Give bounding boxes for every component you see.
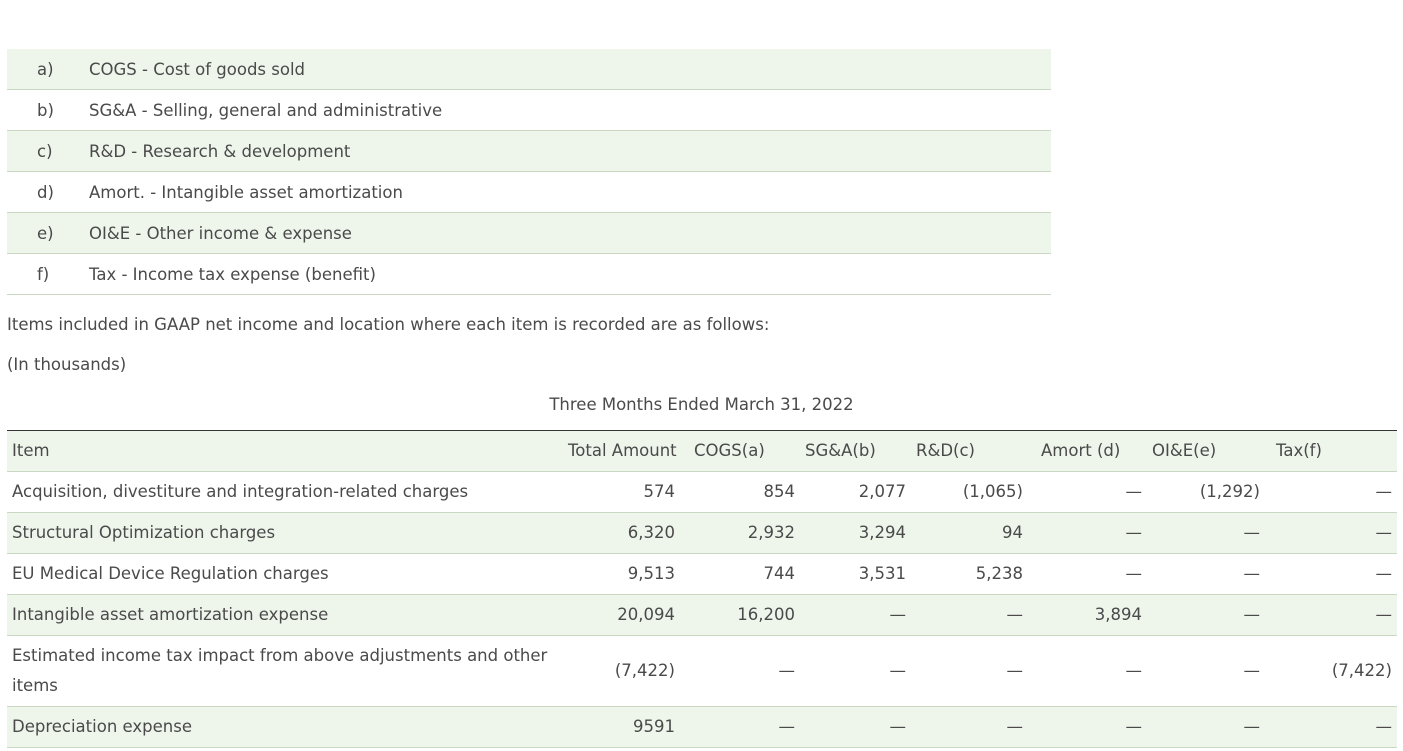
cell-oie: — [1147,553,1265,595]
cell-rd: (1,065) [911,471,1028,513]
cell-tax: — [1265,512,1397,554]
cell-sga: — [800,706,911,748]
table-row: Depreciation expense 9591 — — — — — — [7,706,1397,748]
cell-oie: — [1147,594,1265,636]
cell-oie: (1,292) [1147,471,1265,513]
gaap-items-table: Item Total Amount COGS(a) SG&A(b) R&D(c)… [7,430,1397,748]
row-label: Acquisition, divestiture and integration… [7,471,563,513]
table-row: Intangible asset amortization expense 20… [7,594,1397,636]
row-label: Intangible asset amortization expense [7,594,563,636]
column-header-sga: SG&A(b) [800,430,911,472]
legend-key: d) [7,171,89,213]
table-row: Structural Optimization charges 6,320 2,… [7,512,1397,554]
abbreviation-legend: a) COGS - Cost of goods sold b) SG&A - S… [7,49,1051,295]
row-label: Estimated income tax impact from above a… [7,635,563,707]
cell-tax: — [1265,706,1397,748]
cell-rd: — [911,706,1028,748]
legend-key: e) [7,212,89,254]
legend-row: f) Tax - Income tax expense (benefit) [7,253,1051,295]
legend-text: R&D - Research & development [89,130,1051,172]
table-header-row: Item Total Amount COGS(a) SG&A(b) R&D(c)… [7,430,1397,472]
cell-tax: — [1265,594,1397,636]
cell-sga: — [800,594,911,636]
cell-amort: — [1028,471,1147,513]
cell-rd: — [911,594,1028,636]
cell-total: 6,320 [563,512,680,554]
cell-cogs: 16,200 [680,594,800,636]
cell-total: 574 [563,471,680,513]
row-label: Depreciation expense [7,706,563,748]
cell-sga: 2,077 [800,471,911,513]
legend-row: a) COGS - Cost of goods sold [7,49,1051,90]
legend-key: a) [7,49,89,90]
units-text: (In thousands) [7,355,127,374]
intro-text: Items included in GAAP net income and lo… [7,315,770,334]
cell-amort: — [1028,635,1147,707]
row-label: Structural Optimization charges [7,512,563,554]
period-title: Three Months Ended March 31, 2022 [549,395,854,414]
legend-text: OI&E - Other income & expense [89,212,1051,254]
cell-amort: — [1028,512,1147,554]
legend-key: c) [7,130,89,172]
cell-rd: 94 [911,512,1028,554]
cell-amort: — [1028,706,1147,748]
cell-cogs: 744 [680,553,800,595]
column-header-cogs: COGS(a) [680,430,800,472]
cell-total: 9,513 [563,553,680,595]
cell-oie: — [1147,706,1265,748]
column-header-amort: Amort (d) [1028,430,1147,472]
column-header-tax: Tax(f) [1265,430,1397,472]
cell-oie: — [1147,635,1265,707]
legend-text: COGS - Cost of goods sold [89,49,1051,90]
legend-text: SG&A - Selling, general and administrati… [89,89,1051,131]
cell-cogs: 854 [680,471,800,513]
cell-total: 20,094 [563,594,680,636]
legend-row: e) OI&E - Other income & expense [7,212,1051,254]
table-row: Estimated income tax impact from above a… [7,635,1397,707]
cell-sga: 3,294 [800,512,911,554]
legend-text: Tax - Income tax expense (benefit) [89,253,1051,295]
cell-cogs: — [680,635,800,707]
legend-row: c) R&D - Research & development [7,130,1051,172]
row-label: EU Medical Device Regulation charges [7,553,563,595]
cell-total: (7,422) [563,635,680,707]
legend-text: Amort. - Intangible asset amortization [89,171,1051,213]
cell-rd: 5,238 [911,553,1028,595]
legend-key: f) [7,253,89,295]
table-row: Acquisition, divestiture and integration… [7,471,1397,513]
cell-tax: — [1265,471,1397,513]
cell-rd: — [911,635,1028,707]
legend-row: b) SG&A - Selling, general and administr… [7,89,1051,131]
column-header-rd: R&D(c) [911,430,1028,472]
cell-amort: 3,894 [1028,594,1147,636]
column-header-oie: OI&E(e) [1147,430,1265,472]
table-row: EU Medical Device Regulation charges 9,5… [7,553,1397,595]
legend-key: b) [7,89,89,131]
cell-tax: (7,422) [1265,635,1397,707]
legend-row: d) Amort. - Intangible asset amortizatio… [7,171,1051,213]
cell-tax: — [1265,553,1397,595]
column-header-item: Item [7,430,563,472]
cell-oie: — [1147,512,1265,554]
cell-sga: — [800,635,911,707]
cell-cogs: — [680,706,800,748]
cell-total: 9591 [563,706,680,748]
cell-cogs: 2,932 [680,512,800,554]
cell-sga: 3,531 [800,553,911,595]
cell-amort: — [1028,553,1147,595]
column-header-total: Total Amount [563,430,680,472]
